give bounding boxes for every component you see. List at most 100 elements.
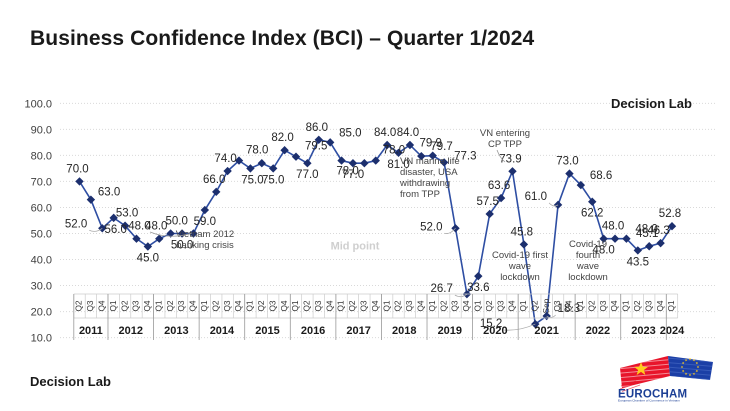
svg-text:2018: 2018	[392, 325, 416, 337]
svg-text:disaster, USA: disaster, USA	[400, 167, 458, 178]
svg-text:fourth: fourth	[576, 250, 600, 261]
svg-text:2024: 2024	[660, 325, 685, 337]
svg-text:63.6: 63.6	[488, 180, 510, 192]
svg-text:68.6: 68.6	[590, 170, 612, 182]
svg-text:Mid point: Mid point	[331, 240, 380, 252]
svg-text:Q4: Q4	[142, 300, 152, 311]
svg-text:30.0: 30.0	[31, 281, 52, 293]
svg-text:Q3: Q3	[404, 300, 414, 311]
svg-text:Q3: Q3	[450, 300, 460, 311]
svg-text:Q2: Q2	[165, 300, 175, 311]
svg-text:Q2: Q2	[529, 300, 539, 311]
svg-text:79.9: 79.9	[420, 138, 442, 150]
svg-text:Q4: Q4	[96, 300, 106, 311]
svg-text:Q4: Q4	[324, 300, 334, 311]
svg-text:Q1: Q1	[575, 300, 585, 311]
svg-text:77.0: 77.0	[342, 169, 364, 181]
svg-text:Q2: Q2	[210, 300, 220, 311]
svg-text:Vietnam 2012: Vietnam 2012	[176, 229, 234, 240]
svg-text:2019: 2019	[438, 325, 462, 337]
svg-text:Q3: Q3	[552, 300, 562, 311]
svg-text:Q2: Q2	[119, 300, 129, 311]
svg-text:52.8: 52.8	[659, 208, 681, 220]
svg-text:CP TPP: CP TPP	[488, 139, 522, 150]
svg-text:57.5: 57.5	[476, 196, 498, 208]
svg-text:2023: 2023	[631, 325, 655, 337]
svg-text:Q4: Q4	[416, 300, 426, 311]
svg-text:2011: 2011	[79, 325, 103, 337]
svg-text:Q3: Q3	[313, 300, 323, 311]
svg-text:79.5: 79.5	[305, 141, 327, 153]
svg-text:Q3: Q3	[131, 300, 141, 311]
svg-text:European Chamber of Commerce i: European Chamber of Commerce in Vietnam	[618, 398, 680, 402]
svg-text:84.0: 84.0	[397, 127, 419, 139]
svg-text:Q1: Q1	[518, 300, 528, 311]
svg-text:Q3: Q3	[267, 300, 277, 311]
svg-text:86.0: 86.0	[306, 122, 328, 134]
svg-text:48.0: 48.0	[145, 221, 167, 233]
svg-text:63.0: 63.0	[98, 187, 120, 199]
svg-text:lockdown: lockdown	[568, 272, 608, 283]
svg-text:Q1: Q1	[472, 300, 482, 311]
svg-text:Q3: Q3	[495, 300, 505, 311]
svg-text:75.0: 75.0	[262, 174, 284, 186]
svg-text:2021: 2021	[534, 325, 558, 337]
svg-text:Q4: Q4	[507, 300, 517, 311]
svg-text:48.0: 48.0	[602, 221, 624, 233]
svg-text:46.3: 46.3	[647, 225, 669, 237]
svg-text:84.0: 84.0	[374, 127, 396, 139]
svg-text:Q2: Q2	[393, 300, 403, 311]
svg-text:45.0: 45.0	[137, 253, 159, 265]
svg-text:60.0: 60.0	[31, 202, 52, 214]
svg-text:56.0: 56.0	[104, 224, 126, 236]
svg-text:77.0: 77.0	[296, 169, 318, 181]
svg-text:from TPP: from TPP	[400, 189, 440, 200]
svg-text:Q1: Q1	[290, 300, 300, 311]
svg-text:Q1: Q1	[381, 300, 391, 311]
svg-text:Sep: Sep	[541, 298, 551, 313]
svg-text:Covid-19 first: Covid-19 first	[492, 250, 548, 261]
svg-text:Q3: Q3	[176, 300, 186, 311]
svg-text:wave: wave	[508, 261, 531, 272]
svg-text:Q1: Q1	[153, 300, 163, 311]
svg-text:70.0: 70.0	[31, 176, 52, 188]
svg-text:43.5: 43.5	[627, 256, 649, 268]
svg-text:75.0: 75.0	[241, 174, 263, 186]
svg-text:Q4: Q4	[188, 300, 198, 311]
svg-text:52.0: 52.0	[420, 221, 442, 233]
svg-text:Q1: Q1	[108, 300, 118, 311]
svg-text:Q1: Q1	[199, 300, 209, 311]
svg-text:80.0: 80.0	[31, 150, 52, 162]
svg-text:82.0: 82.0	[271, 132, 293, 144]
svg-text:73.0: 73.0	[556, 156, 578, 168]
svg-text:Q2: Q2	[484, 300, 494, 311]
svg-text:40.0: 40.0	[31, 255, 52, 267]
svg-text:78.0: 78.0	[383, 145, 405, 157]
svg-text:Q2: Q2	[74, 300, 84, 311]
svg-text:20.0: 20.0	[31, 307, 52, 319]
svg-text:Q1: Q1	[621, 300, 631, 311]
svg-text:Q1: Q1	[336, 300, 346, 311]
svg-text:66.0: 66.0	[203, 174, 225, 186]
svg-text:Q2: Q2	[256, 300, 266, 311]
svg-text:2012: 2012	[119, 325, 143, 337]
svg-text:Q2: Q2	[586, 300, 596, 311]
svg-text:Q4: Q4	[609, 300, 619, 311]
svg-text:VN entering: VN entering	[480, 128, 530, 139]
svg-text:2015: 2015	[255, 325, 279, 337]
svg-text:59.0: 59.0	[194, 216, 216, 228]
svg-text:VN marine life: VN marine life	[400, 156, 460, 167]
svg-text:62.2: 62.2	[581, 208, 603, 220]
svg-text:78.0: 78.0	[246, 145, 268, 157]
svg-text:Q1: Q1	[245, 300, 255, 311]
svg-text:wave: wave	[576, 261, 599, 272]
svg-text:90.0: 90.0	[31, 124, 52, 136]
svg-text:2014: 2014	[210, 325, 235, 337]
svg-text:70.0: 70.0	[66, 163, 88, 175]
svg-text:61.0: 61.0	[525, 191, 547, 203]
svg-text:45.8: 45.8	[511, 226, 533, 238]
svg-text:50.0: 50.0	[31, 228, 52, 240]
svg-text:Q2: Q2	[302, 300, 312, 311]
svg-text:Q1: Q1	[666, 300, 676, 311]
svg-text:Q1: Q1	[427, 300, 437, 311]
